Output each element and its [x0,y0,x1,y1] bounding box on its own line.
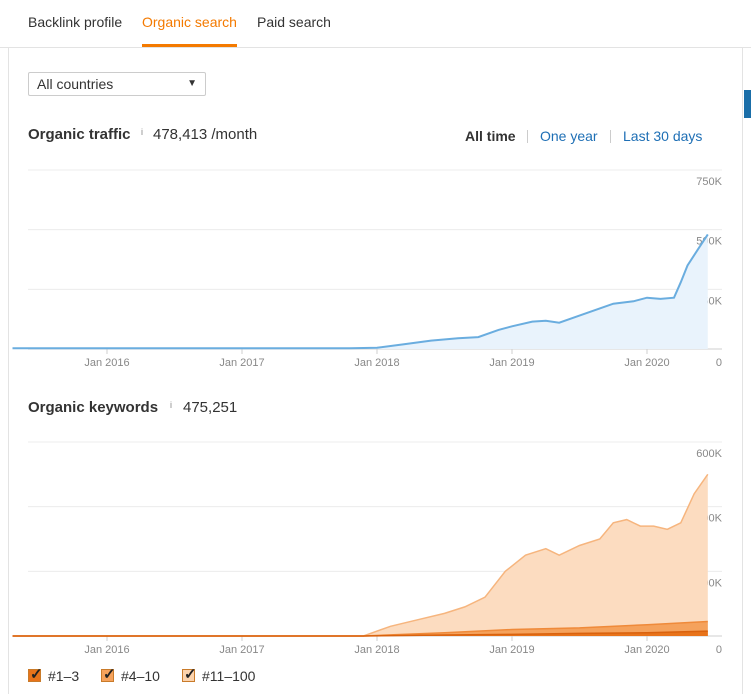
y-tick-label: 0 [716,644,722,656]
x-tick-label: Jan 2016 [84,644,129,656]
side-scroll-marker [744,90,751,118]
tab-backlink-profile[interactable]: Backlink profile [28,14,123,30]
x-tick-label: Jan 2017 [219,357,264,369]
x-tick-label: Jan 2018 [354,357,399,369]
content-panel [8,48,743,694]
keywords-line-2 [12,630,708,637]
keywords-line-0 [12,473,709,637]
legend-label: #4–10 [121,668,160,684]
x-tick-label: Jan 2019 [489,644,534,656]
x-tick-label: Jan 2020 [624,644,669,656]
range-all-time[interactable]: All time [465,128,516,144]
checkbox-checked-icon: ✓ [182,666,197,683]
y-tick-label: 0 [716,357,722,369]
keywords-area-1 [12,621,708,636]
info-icon[interactable]: i [141,127,143,137]
legend-checkbox-top3[interactable]: ✓ #1–3 [28,666,88,686]
organic-keywords-value: 475,251 [183,399,238,416]
legend-label: #11–100 [202,668,256,684]
x-tick-label: Jan 2019 [489,357,534,369]
traffic-area [12,234,708,349]
traffic-line [12,233,709,350]
caret-down-icon: ▼ [187,78,197,89]
organic-keywords-title: Organic keywords [28,399,159,416]
active-tab-indicator [142,44,237,47]
keywords-area-0 [12,474,708,636]
x-tick-label: Jan 2017 [219,644,264,656]
range-divider [610,130,611,143]
legend-checkbox-11-100[interactable]: ✓ #11–100 [182,666,272,686]
range-one-year[interactable]: One year [540,128,598,144]
y-tick-label: 750K [696,176,722,188]
x-tick-label: Jan 2018 [354,644,399,656]
country-select-value: All countries [37,76,114,92]
y-tick-label: 600K [696,448,722,460]
tab-organic-search[interactable]: Organic search [142,14,237,30]
x-tick-label: Jan 2020 [624,357,669,369]
legend-label: #1–3 [48,668,80,684]
organic-traffic-value: 478,413 /month [153,126,258,143]
organic-traffic-title: Organic traffic [28,126,131,143]
legend-checkbox-4-10[interactable]: ✓ #4–10 [101,666,171,686]
tab-paid-search[interactable]: Paid search [257,14,331,30]
range-divider [527,130,528,143]
checkbox-checked-icon: ✓ [101,666,116,683]
tab-bar: Backlink profile Organic search Paid sea… [0,0,751,48]
checkbox-checked-icon: ✓ [28,666,43,683]
country-select[interactable]: All countries ▼ [28,72,206,96]
x-tick-label: Jan 2016 [84,357,129,369]
range-last-30-days[interactable]: Last 30 days [623,128,703,144]
info-icon[interactable]: i [170,400,172,410]
